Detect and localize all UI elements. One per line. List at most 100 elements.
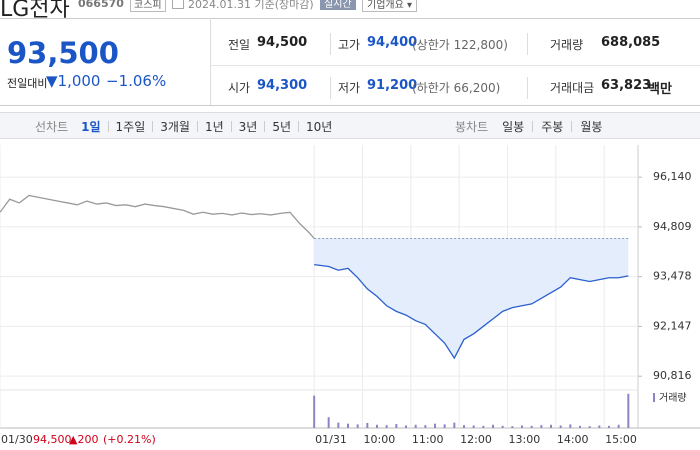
price-line	[314, 263, 629, 360]
stat-value: 688,085	[601, 35, 661, 50]
volume-bar	[443, 424, 446, 428]
stat-note: (하한가 66,200)	[412, 81, 501, 95]
x-tick-label: 11:00	[412, 433, 444, 446]
calendar-icon	[172, 0, 184, 9]
candle-tabs: 봉차트 일봉 주봉 월봉	[455, 118, 602, 135]
volume-bar	[559, 425, 562, 428]
period-tab[interactable]: 1주일	[115, 120, 146, 134]
stat-unit: 백만	[648, 82, 672, 97]
change-label: 전일대비	[7, 77, 48, 90]
stat-label: 시가	[228, 81, 251, 95]
line-tabs: 선차트 1일 1주일 3개월 1년 3년 5년 10년	[35, 118, 332, 135]
divider	[210, 18, 211, 105]
period-tab[interactable]: 1일	[81, 120, 101, 134]
volume-bar	[598, 425, 601, 428]
volume-bar	[608, 425, 610, 428]
volume-bar	[376, 424, 378, 428]
volume-bar	[327, 417, 330, 428]
divider	[527, 77, 528, 99]
separator	[230, 121, 232, 132]
stat-label: 거래대금	[550, 81, 595, 95]
market-badge: 코스피	[130, 0, 166, 12]
change: ▼1,000	[46, 72, 101, 90]
y-tick-label: 90,816	[653, 369, 692, 382]
volume-bar	[588, 426, 591, 428]
separator	[196, 121, 198, 132]
x-tick-label: 13:00	[509, 433, 541, 446]
stat-label: 거래량	[550, 38, 584, 52]
stat-value: 94,500	[257, 35, 308, 50]
separator	[152, 121, 154, 132]
stat-note: (상한가 122,800)	[412, 38, 508, 52]
divider	[330, 33, 331, 55]
volume-bar	[347, 423, 349, 428]
volume-bar	[511, 426, 514, 428]
candle-chart-label: 봉차트	[455, 120, 489, 134]
volume-bar	[463, 425, 465, 428]
volume-bar	[617, 424, 620, 428]
volume-bar	[434, 423, 436, 428]
volume-bar	[501, 425, 504, 428]
y-tick-label: 96,140	[653, 170, 692, 183]
separator	[571, 121, 573, 132]
chart: 96,140 94,809 93,478 92,147 90,816 01/30 01/31…	[0, 145, 700, 446]
y-tick-label: 94,809	[653, 220, 692, 233]
divider	[0, 18, 700, 19]
y-tick-label: 93,478	[653, 270, 692, 283]
divider	[330, 77, 331, 99]
volume-legend: 거래량	[659, 392, 687, 404]
candle-tab[interactable]: 월봉	[580, 120, 603, 134]
candle-tab[interactable]: 일봉	[502, 120, 525, 134]
x-tick-label: 12:00	[460, 433, 492, 446]
prev-change: ▲200	[69, 433, 98, 446]
stat-label: 전일	[228, 38, 251, 52]
volume-bar	[313, 395, 316, 428]
divider	[527, 33, 528, 55]
volume-bar	[424, 425, 427, 428]
separator	[298, 121, 300, 132]
y-tick-label: 92,147	[653, 319, 692, 332]
volume-bar	[482, 425, 485, 428]
volume-bar	[579, 425, 581, 428]
x-tick-label: 01/30	[1, 433, 33, 446]
stat-value: 94,400	[367, 35, 418, 50]
separator	[532, 121, 534, 132]
volume-bar	[569, 424, 572, 428]
stock-name: LG전자	[0, 0, 70, 22]
prev-close: 94,500	[33, 433, 72, 446]
stat-value: 94,300	[257, 78, 308, 93]
period-tab[interactable]: 1년	[204, 120, 224, 134]
volume-bar	[414, 424, 417, 428]
price-line	[0, 194, 315, 239]
divider	[210, 65, 700, 66]
period-tab[interactable]: 3개월	[160, 120, 190, 134]
prev-rate: (+0.21%)	[103, 433, 156, 446]
period-tab[interactable]: 10년	[306, 120, 333, 134]
volume-bar	[472, 425, 475, 428]
price: 93,500	[7, 36, 119, 70]
rate: −1.06%	[106, 72, 167, 90]
volume-bar	[405, 425, 407, 428]
candle-tab[interactable]: 주봉	[541, 120, 564, 134]
company-button[interactable]: 기업개요 ▾	[362, 0, 418, 12]
volume-bar	[521, 425, 523, 428]
date: 2024.01.31 기준(장마감)	[188, 0, 314, 11]
area	[314, 238, 629, 359]
tab-bar: 선차트 1일 1주일 3개월 1년 3년 5년 10년 봉차트 일봉 주봉 월봉	[0, 112, 700, 139]
stat-value: 91,200	[367, 78, 418, 93]
x-tick-label: 15:00	[605, 433, 637, 446]
x-tick-label: 14:00	[557, 433, 589, 446]
period-tab[interactable]: 5년	[272, 120, 292, 134]
period-tab[interactable]: 3년	[238, 120, 258, 134]
stat-label: 고가	[338, 38, 361, 52]
line-chart-label: 선차트	[35, 120, 69, 134]
separator	[107, 121, 109, 132]
stock-code: 066570	[78, 0, 124, 10]
volume-bar	[453, 422, 456, 428]
divider	[0, 105, 700, 106]
company-label: 기업개요	[367, 0, 404, 11]
stat-label: 저가	[338, 81, 361, 95]
volume-bar	[337, 422, 340, 428]
realtime-button[interactable]: 실시간	[320, 0, 356, 10]
